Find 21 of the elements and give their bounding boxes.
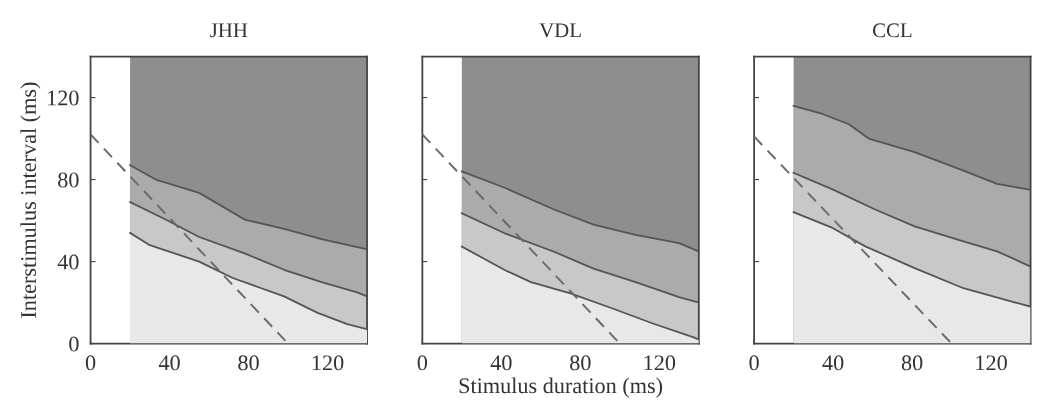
x-tick-label: 120 — [644, 355, 676, 371]
y-tick-label: 80 — [58, 172, 79, 188]
x-tick-label: 120 — [312, 355, 344, 371]
x-tick-label: 40 — [490, 355, 512, 371]
chart-title: CCL — [872, 23, 912, 38]
x-tick-label: 40 — [822, 355, 844, 371]
x-tick-label: 80 — [901, 355, 923, 371]
x-axis-title: Stimulus duration (ms) — [459, 377, 663, 398]
x-tick-label: 80 — [570, 355, 591, 371]
x-tick-label: 0 — [85, 355, 96, 371]
x-tick-label: 80 — [238, 355, 259, 371]
y-tick-label: 40 — [57, 254, 79, 270]
chart-title: VDL — [539, 23, 581, 38]
chart-title: JHH — [210, 23, 248, 38]
y-tick-label: 120 — [48, 90, 79, 106]
x-tick-label: 120 — [976, 355, 1007, 371]
x-tick-label: 0 — [749, 355, 759, 371]
y-axis-title: Interstimulus interval (ms) — [20, 82, 41, 318]
y-tick-label: 0 — [69, 336, 79, 352]
x-tick-label: 0 — [417, 355, 428, 371]
x-tick-label: 40 — [158, 355, 180, 371]
